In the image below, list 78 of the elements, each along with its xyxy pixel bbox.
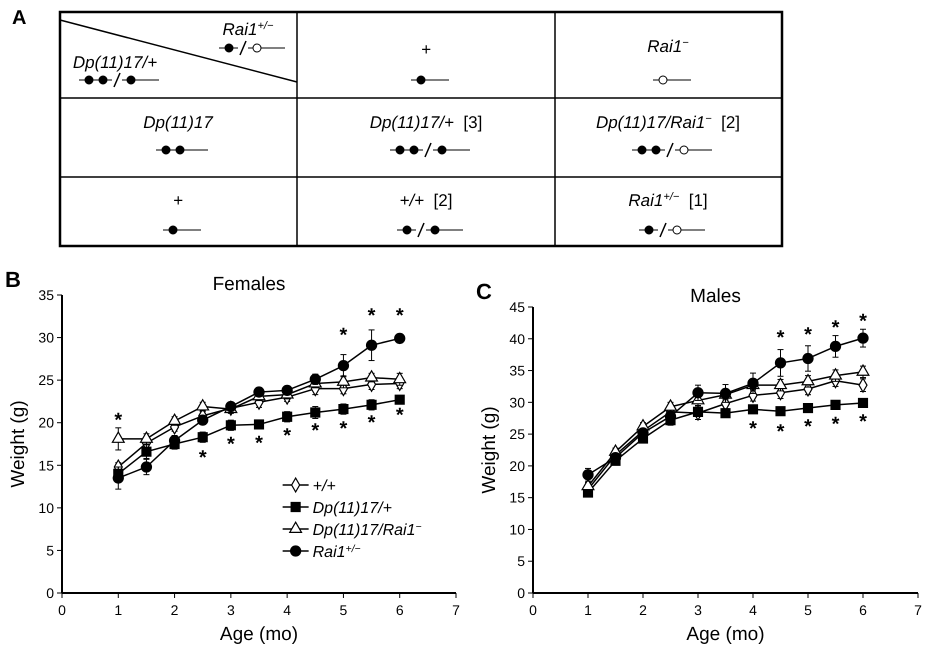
text: Dp(11)17/+ [3] [370, 113, 482, 132]
annotation: * [255, 432, 264, 455]
x-tick-label: 2 [170, 602, 179, 618]
annotation: * [368, 304, 376, 327]
y-tick-label: 30 [509, 394, 526, 410]
y-tick-label: 40 [509, 330, 526, 347]
annotation: * [859, 310, 868, 332]
annotation: * [114, 410, 122, 432]
annotation: * [368, 412, 376, 434]
x-tick-label: 2 [639, 602, 648, 618]
text: Dp(11)17/Rai1$^{−}$ [2] [596, 113, 740, 132]
text: Rai1$^{−}$ [647, 37, 690, 56]
annotation: * [776, 326, 785, 349]
annotation: * [396, 304, 404, 327]
text: B [5, 267, 21, 292]
y-tick-label: 5 [517, 553, 526, 570]
text: Rai1$^{+/−}$ [1] [628, 191, 708, 210]
annotation: * [340, 418, 348, 440]
x-tick-label: 4 [283, 602, 292, 618]
x-tick-label: 5 [804, 602, 812, 618]
annotation: * [311, 420, 320, 442]
annotation: * [226, 433, 235, 456]
annotation: * [804, 416, 812, 438]
text: + [421, 40, 432, 59]
annotation: * [859, 410, 868, 433]
x-tick-label: 0 [58, 602, 66, 618]
y-tick-label: 20 [509, 458, 526, 474]
annotation: * [776, 421, 785, 444]
y-tick-label: 30 [38, 330, 54, 346]
chart-title: Females [212, 274, 286, 295]
y-tick-label: 25 [38, 372, 54, 388]
y-tick-label: 45 [509, 299, 526, 315]
annotation: * [832, 316, 840, 339]
legend-label: Dp(11)17/+ [312, 500, 392, 517]
legend-label: Rai1$^{+/−}$ [312, 544, 361, 561]
x-tick-label: 3 [226, 602, 235, 618]
legend-label: +/+ [312, 478, 336, 495]
annotation: * [198, 447, 207, 470]
text: A [12, 7, 26, 29]
annotation: * [832, 413, 840, 436]
y-tick-label: 15 [38, 457, 54, 474]
y-tick-label: 0 [517, 585, 526, 601]
x-axis-title: Age (mo) [686, 624, 765, 645]
x-tick-label: 0 [529, 602, 538, 618]
y-tick-label: 15 [509, 490, 526, 506]
annotation: * [340, 324, 348, 346]
x-tick-label: 5 [340, 602, 348, 618]
text: Dp(11)17 [143, 113, 214, 132]
y-tick-label: 0 [46, 585, 54, 601]
y-axis-title: Weight (g) [8, 400, 29, 488]
chart-title: Males [690, 286, 741, 307]
x-tick-label: 3 [694, 602, 702, 618]
x-tick-label: 4 [749, 602, 758, 618]
x-tick-label: 6 [396, 602, 404, 618]
text: Rai1$^{+/−}$ [222, 20, 274, 39]
y-axis-title: Weight (g) [479, 406, 500, 494]
annotation: * [749, 418, 758, 440]
x-tick-label: 6 [859, 602, 868, 618]
x-tick-label: 7 [914, 602, 922, 618]
x-tick-label: 7 [452, 602, 460, 618]
text: Dp(11)17/+ [72, 53, 158, 72]
x-tick-label: 1 [114, 602, 122, 618]
annotation: * [283, 424, 292, 447]
x-tick-label: 1 [584, 602, 592, 618]
annotation: * [396, 404, 404, 426]
y-tick-label: 35 [509, 362, 526, 379]
text: + [173, 191, 184, 210]
y-tick-label: 5 [46, 542, 54, 558]
y-tick-label: 10 [38, 500, 54, 516]
y-tick-label: 35 [38, 287, 54, 303]
text: +/+ [2] [400, 191, 452, 210]
y-tick-label: 25 [509, 426, 526, 442]
y-tick-label: 20 [38, 414, 54, 431]
legend-label: Dp(11)17/Rai1$^{−}$ [312, 522, 422, 539]
x-axis-title: Age (mo) [220, 624, 298, 645]
text: C [476, 279, 492, 304]
annotation: * [804, 324, 812, 346]
y-tick-label: 10 [509, 521, 526, 538]
